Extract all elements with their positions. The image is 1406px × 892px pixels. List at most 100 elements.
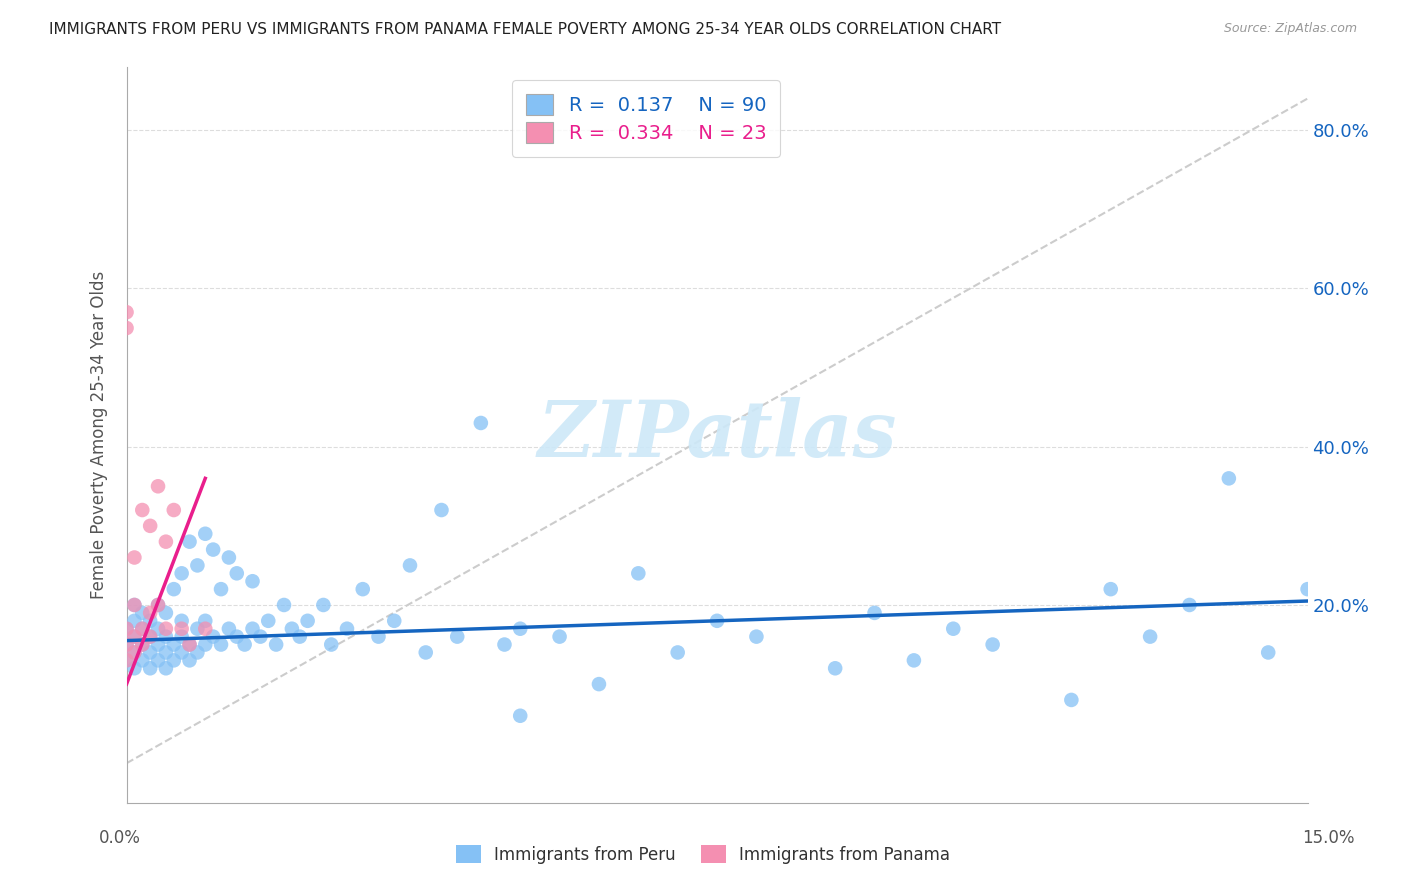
Point [124, 598, 146, 612]
Point [202, 630, 225, 644]
Point [139, 661, 162, 675]
Point [170, 622, 193, 636]
Point [170, 566, 193, 581]
Point [415, 645, 437, 659]
Point [666, 645, 689, 659]
Point [588, 677, 610, 691]
Point [131, 638, 153, 652]
Point [115, 321, 138, 335]
Point [745, 630, 768, 644]
Point [627, 566, 650, 581]
Point [131, 638, 153, 652]
Point [903, 653, 925, 667]
Point [863, 606, 886, 620]
Point [194, 614, 217, 628]
Point [131, 653, 153, 667]
Point [115, 653, 138, 667]
Point [146, 479, 169, 493]
Text: ZIPatlas: ZIPatlas [537, 397, 897, 473]
Point [981, 638, 1004, 652]
Point [155, 534, 177, 549]
Point [139, 614, 162, 628]
Legend: R =  0.137    N = 90, R =  0.334    N = 23: R = 0.137 N = 90, R = 0.334 N = 23 [512, 80, 780, 157]
Point [179, 653, 201, 667]
Point [470, 416, 492, 430]
Point [1257, 645, 1279, 659]
Point [1178, 598, 1201, 612]
Point [218, 550, 240, 565]
Point [124, 598, 146, 612]
Point [297, 614, 319, 628]
Point [115, 638, 138, 652]
Point [218, 622, 240, 636]
Point [170, 614, 193, 628]
Point [321, 638, 343, 652]
Point [399, 558, 422, 573]
Point [124, 661, 146, 675]
Point [382, 614, 405, 628]
Point [163, 582, 186, 596]
Point [209, 638, 232, 652]
Point [1099, 582, 1122, 596]
Point [139, 630, 162, 644]
Point [281, 622, 304, 636]
Point [155, 645, 177, 659]
Point [115, 638, 138, 652]
Point [352, 582, 374, 596]
Point [242, 574, 264, 589]
Point [225, 566, 247, 581]
Point [131, 622, 153, 636]
Point [124, 630, 146, 644]
Point [115, 622, 138, 636]
Point [1218, 471, 1240, 485]
Point [163, 653, 186, 667]
Point [824, 661, 846, 675]
Point [194, 638, 217, 652]
Point [336, 622, 359, 636]
Point [163, 503, 186, 517]
Point [155, 661, 177, 675]
Point [155, 622, 177, 636]
Point [124, 645, 146, 659]
Point [170, 630, 193, 644]
Point [312, 598, 335, 612]
Point [446, 630, 468, 644]
Point [194, 526, 217, 541]
Point [430, 503, 453, 517]
Point [170, 645, 193, 659]
Point [155, 630, 177, 644]
Point [131, 503, 153, 517]
Point [179, 638, 201, 652]
Point [146, 598, 169, 612]
Point [115, 653, 138, 667]
Point [124, 645, 146, 659]
Point [209, 582, 232, 596]
Point [548, 630, 571, 644]
Point [367, 630, 389, 644]
Point [257, 614, 280, 628]
Point [186, 645, 208, 659]
Point [146, 598, 169, 612]
Point [139, 630, 162, 644]
Point [1296, 582, 1319, 596]
Point [194, 622, 217, 636]
Point [131, 606, 153, 620]
Point [288, 630, 311, 644]
Point [233, 638, 256, 652]
Point [124, 630, 146, 644]
Point [139, 606, 162, 620]
Point [225, 630, 247, 644]
Point [146, 653, 169, 667]
Point [179, 638, 201, 652]
Point [1139, 630, 1161, 644]
Text: IMMIGRANTS FROM PERU VS IMMIGRANTS FROM PANAMA FEMALE POVERTY AMONG 25-34 YEAR O: IMMIGRANTS FROM PERU VS IMMIGRANTS FROM … [49, 22, 1001, 37]
Point [155, 606, 177, 620]
Point [146, 638, 169, 652]
Point [1060, 693, 1083, 707]
Point [139, 519, 162, 533]
Point [942, 622, 965, 636]
Point [186, 622, 208, 636]
Point [242, 622, 264, 636]
Point [186, 558, 208, 573]
Y-axis label: Female Poverty Among 25-34 Year Olds: Female Poverty Among 25-34 Year Olds [90, 271, 108, 599]
